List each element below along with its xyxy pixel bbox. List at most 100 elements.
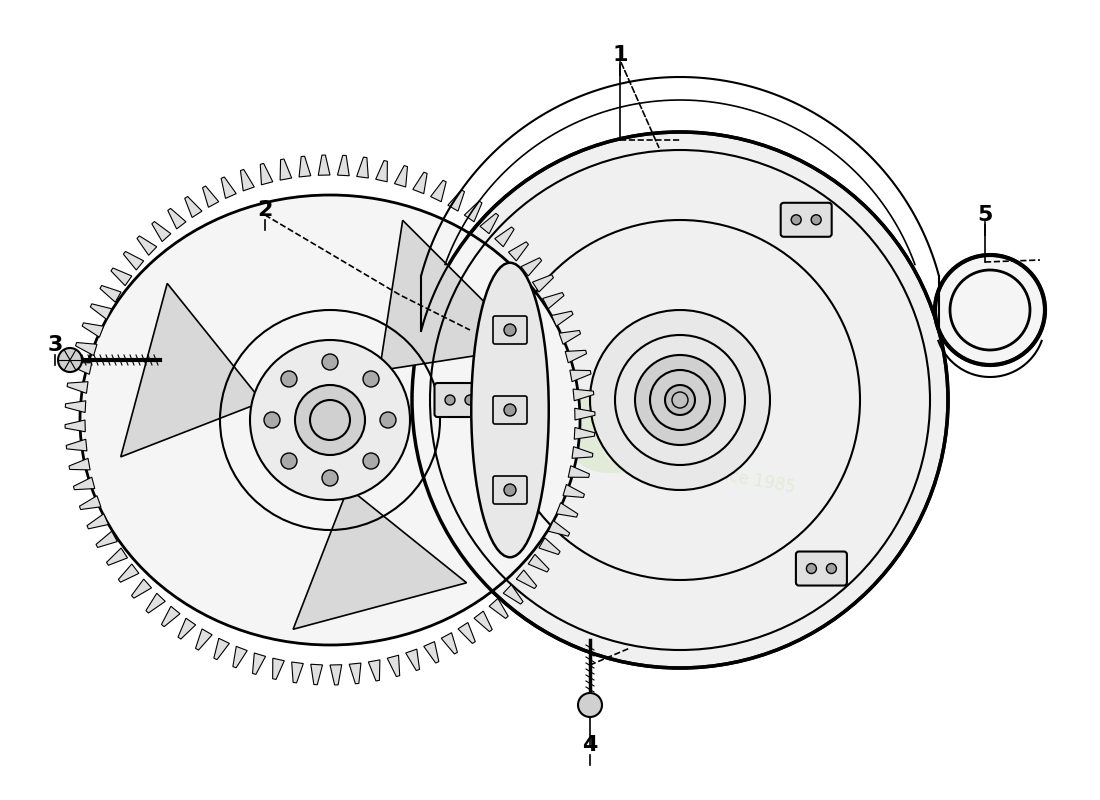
Circle shape: [635, 355, 725, 445]
Polygon shape: [87, 514, 109, 529]
Polygon shape: [563, 485, 584, 498]
Polygon shape: [100, 286, 121, 302]
Polygon shape: [532, 274, 553, 292]
Polygon shape: [233, 646, 248, 668]
Circle shape: [412, 132, 948, 668]
Polygon shape: [213, 638, 230, 660]
Polygon shape: [565, 350, 586, 363]
Circle shape: [504, 404, 516, 416]
Text: 2: 2: [257, 200, 273, 220]
Polygon shape: [448, 190, 464, 211]
FancyBboxPatch shape: [493, 316, 527, 344]
Polygon shape: [464, 201, 482, 222]
Circle shape: [666, 385, 695, 415]
Polygon shape: [280, 159, 292, 180]
Circle shape: [791, 214, 801, 225]
Polygon shape: [572, 446, 593, 458]
Polygon shape: [96, 531, 118, 547]
FancyBboxPatch shape: [493, 476, 527, 504]
Polygon shape: [503, 585, 522, 604]
Polygon shape: [241, 170, 254, 191]
Ellipse shape: [80, 195, 580, 645]
Polygon shape: [311, 664, 322, 685]
FancyBboxPatch shape: [434, 383, 485, 417]
Polygon shape: [387, 655, 399, 677]
Polygon shape: [121, 283, 263, 457]
Polygon shape: [570, 370, 591, 382]
Polygon shape: [79, 496, 101, 510]
Text: since 1985: since 1985: [704, 463, 796, 497]
Text: p: p: [681, 376, 759, 484]
Circle shape: [280, 371, 297, 387]
Polygon shape: [162, 606, 180, 626]
Polygon shape: [69, 458, 90, 470]
Polygon shape: [221, 177, 236, 198]
Polygon shape: [90, 304, 112, 319]
Circle shape: [264, 412, 280, 428]
FancyBboxPatch shape: [493, 396, 527, 424]
Polygon shape: [168, 208, 186, 229]
Circle shape: [465, 395, 475, 405]
Polygon shape: [569, 466, 590, 478]
Polygon shape: [574, 408, 595, 420]
Polygon shape: [574, 427, 595, 439]
Polygon shape: [490, 598, 508, 618]
Polygon shape: [146, 594, 165, 613]
Circle shape: [504, 324, 516, 336]
Circle shape: [811, 214, 822, 225]
Text: e: e: [562, 332, 678, 508]
Polygon shape: [318, 155, 330, 175]
Polygon shape: [480, 214, 498, 234]
Polygon shape: [107, 548, 128, 566]
Polygon shape: [299, 156, 311, 177]
Polygon shape: [67, 382, 88, 394]
Polygon shape: [557, 502, 578, 517]
Polygon shape: [178, 618, 196, 639]
Polygon shape: [528, 554, 549, 572]
Polygon shape: [76, 342, 97, 355]
Polygon shape: [65, 420, 86, 432]
Polygon shape: [406, 649, 419, 670]
Ellipse shape: [471, 262, 549, 558]
Circle shape: [363, 453, 379, 469]
Polygon shape: [66, 439, 87, 451]
Polygon shape: [551, 311, 573, 326]
Polygon shape: [542, 293, 564, 309]
Polygon shape: [292, 662, 304, 683]
Polygon shape: [356, 157, 369, 178]
Polygon shape: [119, 564, 139, 582]
Circle shape: [935, 255, 1045, 365]
Polygon shape: [516, 570, 537, 589]
Text: 5: 5: [977, 205, 992, 225]
Polygon shape: [508, 242, 528, 261]
Polygon shape: [474, 611, 492, 632]
Polygon shape: [430, 180, 447, 202]
Circle shape: [504, 484, 516, 496]
Circle shape: [280, 453, 297, 469]
Circle shape: [578, 693, 602, 717]
Polygon shape: [138, 236, 157, 255]
Polygon shape: [559, 330, 581, 344]
Circle shape: [826, 563, 836, 574]
Polygon shape: [74, 477, 95, 490]
Polygon shape: [65, 401, 86, 413]
Text: a passion for porsche: a passion for porsche: [296, 524, 504, 596]
Polygon shape: [349, 663, 361, 684]
Polygon shape: [123, 251, 144, 270]
Circle shape: [379, 412, 396, 428]
FancyBboxPatch shape: [781, 202, 832, 237]
Polygon shape: [458, 622, 475, 643]
Circle shape: [806, 563, 816, 574]
Polygon shape: [111, 268, 132, 286]
Polygon shape: [82, 323, 103, 338]
Polygon shape: [202, 186, 219, 207]
Polygon shape: [273, 658, 284, 679]
Polygon shape: [368, 660, 379, 681]
Circle shape: [322, 470, 338, 486]
Polygon shape: [132, 579, 152, 598]
Polygon shape: [521, 258, 541, 276]
Text: 3: 3: [47, 335, 63, 355]
Polygon shape: [495, 227, 514, 246]
Polygon shape: [70, 362, 91, 374]
Polygon shape: [539, 538, 560, 554]
